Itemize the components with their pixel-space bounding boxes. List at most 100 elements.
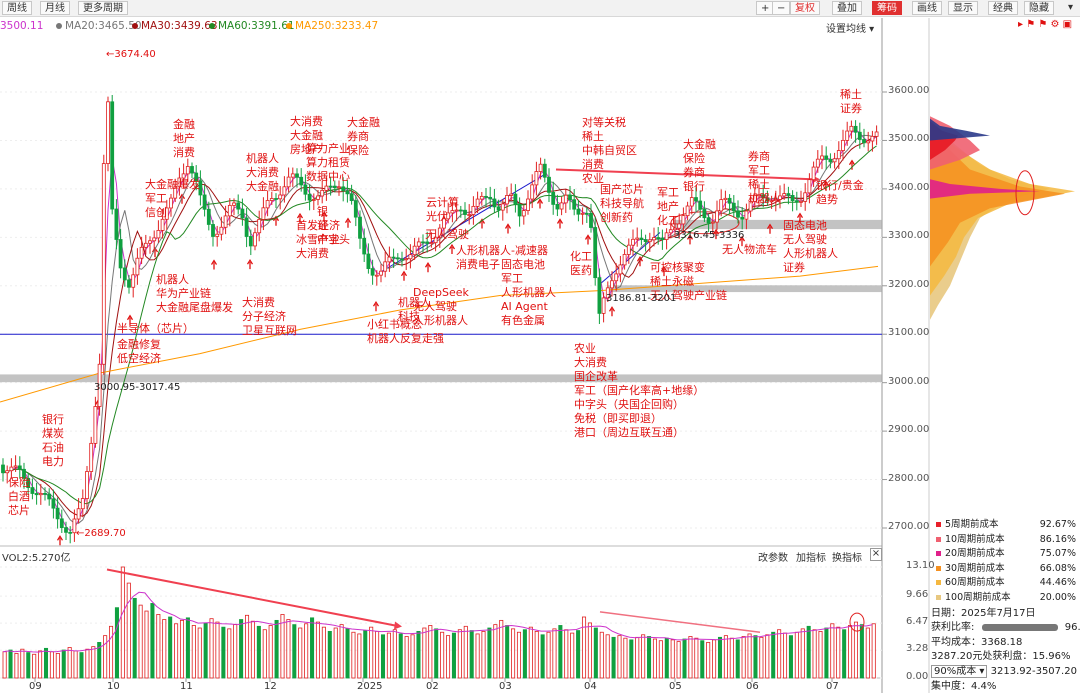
settings-ma-button[interactable]: 设置均线 ▾ — [826, 24, 875, 35]
vol-add-indicator-button[interactable]: 加指标 — [796, 553, 826, 564]
candle-body — [442, 218, 446, 229]
tab-more-periods[interactable]: 更多周期 — [78, 1, 128, 15]
y-tick-label: 3100.00 — [888, 327, 930, 339]
hide-button[interactable]: 隐藏 — [1024, 1, 1054, 15]
volume-bar — [788, 635, 793, 679]
annotation-label: 可控核聚变 稀土永磁 无人驾驶产业链 — [650, 261, 727, 302]
x-tick-label: 03 — [499, 681, 512, 692]
info-date: 日期：2025年7月17日 — [931, 608, 1036, 619]
annotation-label: 无人物流车 — [722, 243, 777, 256]
candle-body — [169, 197, 173, 209]
volume-bar — [150, 603, 155, 679]
candle-body — [593, 227, 598, 279]
candle-body — [446, 212, 451, 220]
y-tick-label: 3200.00 — [888, 278, 930, 290]
volume-bar — [842, 629, 847, 679]
cost90-select[interactable]: 90%成本 ▾ — [931, 665, 988, 678]
candle-body — [135, 257, 140, 276]
info-cost90: 90%成本 ▾ 3213.92-3507.20 — [931, 665, 1077, 678]
tab-monthly[interactable]: 月线 — [40, 1, 70, 15]
volume-bar — [865, 627, 870, 679]
volume-bar — [298, 627, 303, 679]
volume-bar — [771, 631, 776, 679]
volume-bar — [286, 619, 291, 679]
candle-body — [626, 244, 631, 255]
candle-body — [194, 172, 199, 182]
ma-value-20: MA20:3465.50 — [56, 19, 142, 33]
candle-body — [757, 194, 761, 197]
volume-bar — [540, 634, 545, 679]
info-profit-ratio: 获利比率: 96.88% — [931, 622, 1080, 633]
legend-swatch — [936, 565, 941, 571]
vol-edit-params-button[interactable]: 改参数 — [758, 553, 788, 564]
volume-bar — [499, 619, 504, 679]
volume-bar — [635, 636, 640, 679]
candle-body — [631, 238, 635, 246]
candle-body — [240, 208, 245, 219]
level-label-3000: 3000.95-3017.45 — [94, 382, 181, 393]
candle-body — [761, 194, 766, 199]
candle-body — [177, 177, 182, 188]
y-tick-label: 3600.00 — [888, 85, 930, 96]
volume-bar — [363, 630, 368, 679]
volume-bar — [191, 625, 196, 679]
volume-bar — [197, 627, 202, 679]
volume-bar — [91, 646, 96, 679]
annotation-label: 首发经济 冰雪产业 大消费 — [296, 219, 340, 260]
volume-bar — [333, 627, 338, 679]
volume-bar — [676, 641, 681, 679]
trend-arrow — [555, 168, 813, 181]
x-tick-label: 06 — [746, 681, 759, 692]
candle-body — [114, 208, 119, 240]
x-tick-label: 12 — [264, 681, 277, 692]
candle-body — [463, 209, 467, 215]
adjust-button[interactable]: 复权 — [790, 1, 820, 15]
vol-change-indicator-button[interactable]: 换指标 — [832, 553, 862, 564]
annotation-label: 机器人 科技 — [398, 296, 431, 323]
candle-body — [9, 466, 14, 472]
annotation-label: 无人驾驶 — [425, 228, 469, 241]
candle-body — [215, 233, 220, 237]
candle-body — [484, 195, 488, 198]
candle-body — [274, 198, 278, 200]
volume-bar — [209, 618, 214, 679]
volume-bar — [392, 629, 397, 679]
display-button[interactable]: 显示 — [948, 1, 978, 15]
volume-bar — [516, 631, 522, 679]
volume-highlight — [849, 612, 865, 632]
flag-icons[interactable]: ▸ ⚑ ⚑ ⚙ ▣ — [1018, 19, 1073, 30]
volume-bar — [611, 636, 616, 679]
overlay-button[interactable]: 叠加 — [832, 1, 862, 15]
dropdown-icon[interactable]: ▾ — [1068, 2, 1074, 13]
candle-body — [807, 179, 812, 194]
close-icon[interactable]: × — [870, 548, 882, 561]
zoom-in-button[interactable]: + — [756, 1, 775, 15]
candle-body — [122, 267, 127, 281]
candle-body — [198, 180, 203, 196]
y-tick-label: 3000.00 — [888, 375, 930, 387]
volume-bar — [203, 622, 208, 679]
tab-weekly[interactable]: 周线 — [2, 1, 32, 15]
legend-pct: 20.00% — [1039, 591, 1076, 603]
annotation-label: 固态电池 军工 人形机器人 AI Agent 有色金属 — [501, 258, 556, 327]
candle-body — [143, 242, 148, 248]
candle-body — [467, 214, 472, 216]
volume-bar — [26, 652, 31, 679]
draw-button[interactable]: 画线 — [912, 1, 942, 15]
y-tick-label: 3500.00 — [888, 133, 930, 145]
volume-bar — [20, 648, 25, 679]
candle-body — [278, 194, 283, 200]
volume-bar — [179, 619, 185, 679]
candle-body — [635, 237, 640, 240]
cost-legend-row: 60周期前成本 44.46% — [934, 576, 1078, 589]
annotation-label: 农业 大消费 国企改革 军工（国产化率高+地缘） 中字头（央国企回购） 免税（即买即退）港… — [574, 342, 705, 439]
zoom-out-button[interactable]: − — [772, 1, 791, 15]
legend-swatch — [936, 536, 941, 542]
volume-bar — [729, 637, 734, 679]
annotation-label: 云计算 光伏 — [426, 196, 459, 223]
chips-button[interactable]: 筹码 — [872, 1, 902, 15]
candle-body — [416, 241, 421, 247]
buy-arrow — [126, 314, 134, 325]
classic-button[interactable]: 经典 — [988, 1, 1018, 15]
candle-body — [685, 205, 690, 217]
